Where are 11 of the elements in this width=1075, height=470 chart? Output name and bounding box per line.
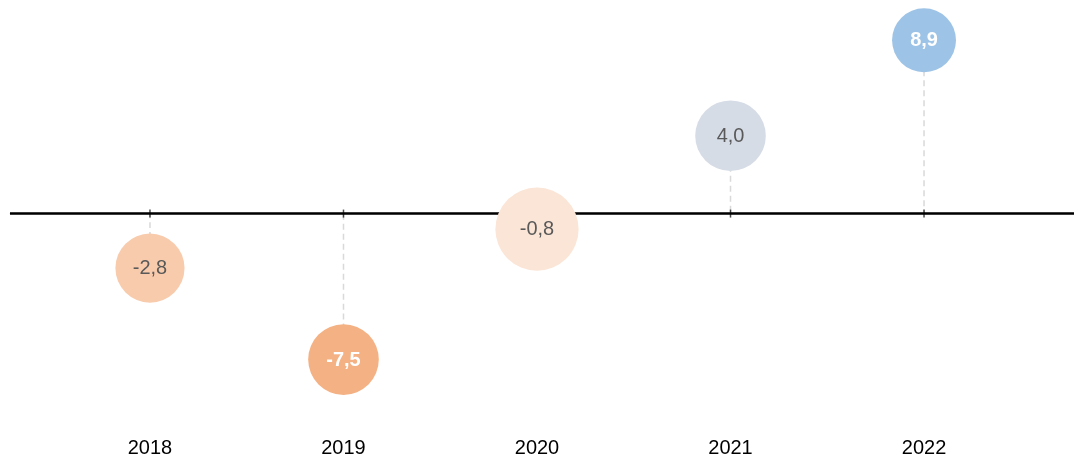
data-label: -0,8	[519, 217, 555, 240]
data-label: -2,8	[132, 256, 168, 279]
x-tick-label: 2020	[514, 436, 560, 459]
data-label: 4,0	[716, 123, 745, 146]
x-tick-label: 2021	[708, 436, 753, 459]
x-tick-label: 2018	[127, 436, 173, 459]
data-label: -7,5	[326, 347, 361, 370]
point	[695, 100, 766, 171]
x-tick-label: 2022	[901, 436, 947, 459]
data-label: 8,9	[910, 28, 938, 51]
x-tick-label: 2019	[321, 436, 366, 459]
